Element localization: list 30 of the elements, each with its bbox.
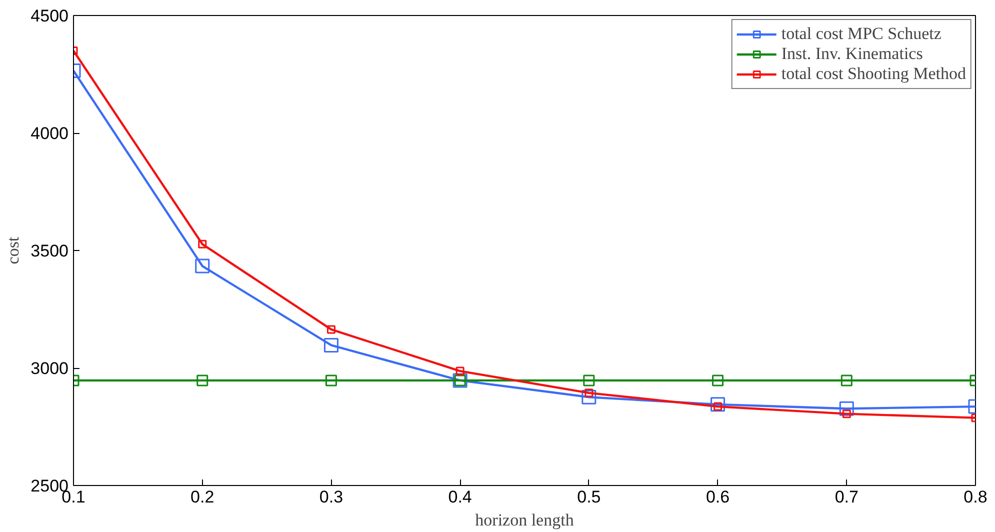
point [712, 374, 724, 386]
x-tick-label: 0.5 [577, 488, 601, 506]
x-tick-label: 0.6 [706, 488, 730, 506]
point [198, 240, 207, 248]
point [195, 258, 210, 274]
point [324, 338, 338, 352]
point [583, 374, 595, 386]
x-tick-label: 0.4 [448, 488, 472, 506]
point [582, 390, 596, 404]
y-tick-label: 3500 [30, 242, 69, 260]
x-tick-label: 0.2 [190, 488, 214, 506]
y-tick-label: 4000 [30, 124, 69, 143]
x-tick-label: 0.8 [964, 488, 988, 506]
point [840, 374, 852, 386]
point [839, 401, 854, 416]
x-tick-label: 0.3 [319, 488, 344, 506]
legend-label: total cost MPC Schuetz [781, 24, 942, 44]
y-axis-title: cost [4, 236, 23, 264]
y-tick-label: 4500 [30, 6, 69, 26]
point [456, 366, 464, 376]
x-tick-label: 0.7 [834, 488, 858, 506]
legend-label: total cost Shooting Method [781, 64, 966, 84]
point [842, 410, 851, 418]
legend-label: Inst. Inv. Kinematics [781, 44, 923, 64]
point [326, 325, 336, 334]
y-tick-label: 3000 [30, 359, 69, 378]
point [196, 374, 208, 386]
x-axis-title: horizon length [475, 510, 574, 530]
point [325, 374, 337, 386]
point [710, 397, 726, 412]
